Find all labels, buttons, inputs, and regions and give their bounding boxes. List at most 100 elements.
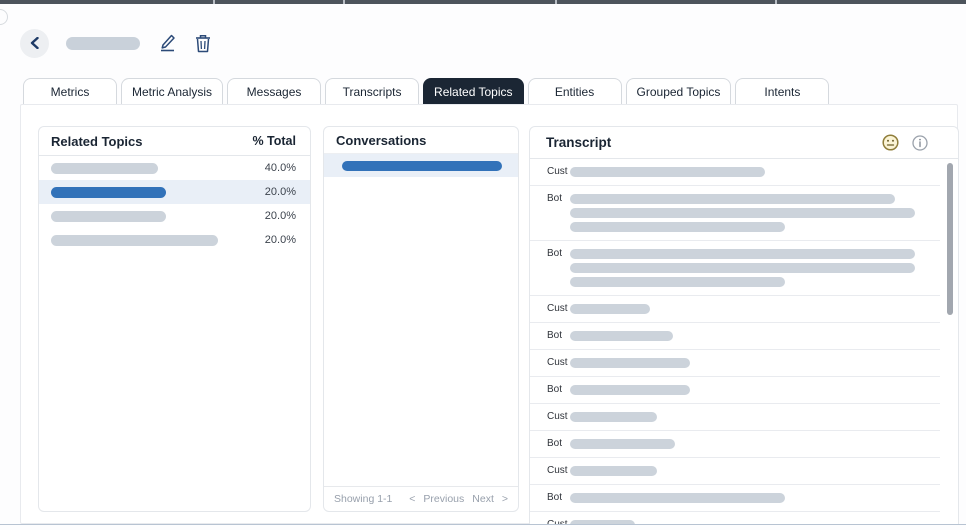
speaker-label: Bot bbox=[547, 384, 563, 395]
transcript-message-row: Cust bbox=[530, 350, 940, 377]
top-edge-divider bbox=[343, 0, 345, 4]
transcript-header: Transcript bbox=[530, 127, 958, 159]
tab-intents[interactable]: Intents bbox=[735, 78, 830, 105]
transcript-rows: Cust Bot Bot Cust Bot Cust Bot Cust Bot Cust Bot Cu… bbox=[530, 159, 958, 524]
top-edge-segment bbox=[557, 0, 775, 4]
transcript-message-row: Cust bbox=[530, 404, 940, 431]
message-lines bbox=[570, 518, 635, 524]
related-topic-row[interactable]: 20.0% bbox=[39, 180, 310, 204]
related-topic-row[interactable]: 20.0% bbox=[39, 204, 310, 228]
transcript-message-row: Bot bbox=[530, 377, 940, 404]
speaker-label: Bot bbox=[547, 492, 563, 503]
message-lines bbox=[570, 383, 690, 397]
topic-percent: 20.0% bbox=[264, 210, 296, 222]
delete-button[interactable] bbox=[194, 33, 212, 53]
conversations-panel: Conversations Showing 1-1 < Previous Nex… bbox=[323, 126, 519, 512]
tab-related-topics[interactable]: Related Topics bbox=[423, 78, 524, 105]
message-lines bbox=[570, 329, 673, 343]
window-bottom-edge bbox=[0, 524, 966, 525]
speaker-label: Cust bbox=[547, 303, 568, 314]
transcript-message-row: Bot bbox=[530, 186, 940, 241]
topic-percent: 20.0% bbox=[264, 186, 296, 198]
message-lines bbox=[570, 437, 675, 451]
transcript-header-icons bbox=[882, 134, 928, 151]
related-topics-panel: Related Topics % Total 40.0% 20.0% 20.0% 20… bbox=[38, 126, 311, 512]
drawer-handle[interactable] bbox=[0, 9, 8, 25]
prev-arrow[interactable]: < bbox=[409, 493, 416, 505]
content-card: Related Topics % Total 40.0% 20.0% 20.0% 20… bbox=[20, 104, 959, 524]
message-line-redacted bbox=[570, 412, 657, 422]
pct-total-header: % Total bbox=[252, 134, 296, 148]
tab-grouped-topics[interactable]: Grouped Topics bbox=[625, 78, 732, 105]
message-line-redacted bbox=[570, 520, 635, 524]
related-topic-row[interactable]: 20.0% bbox=[39, 228, 310, 252]
topic-bar-redacted bbox=[51, 186, 166, 198]
top-edge-divider bbox=[775, 0, 777, 4]
conversations-rows bbox=[324, 154, 518, 177]
transcript-message-row: Cust bbox=[530, 458, 940, 485]
transcript-message-row: Bot bbox=[530, 431, 940, 458]
topic-bar-redacted bbox=[51, 210, 166, 222]
tab-metric-analysis[interactable]: Metric Analysis bbox=[121, 78, 224, 105]
speaker-label: Cust bbox=[547, 357, 568, 368]
transcript-message-row: Cust bbox=[530, 512, 940, 524]
conversation-row[interactable] bbox=[324, 154, 518, 177]
message-line-redacted bbox=[570, 304, 650, 314]
message-line-redacted bbox=[570, 277, 785, 287]
message-lines bbox=[570, 410, 657, 424]
transcript-message-row: Bot bbox=[530, 485, 940, 512]
previous-button[interactable]: Previous bbox=[423, 493, 465, 505]
speaker-label: Bot bbox=[547, 193, 563, 204]
message-line-redacted bbox=[570, 263, 915, 273]
tab-messages[interactable]: Messages bbox=[227, 78, 322, 105]
back-button[interactable] bbox=[20, 28, 49, 58]
transcript-message-row: Bot bbox=[530, 323, 940, 350]
tab-transcripts[interactable]: Transcripts bbox=[325, 78, 420, 105]
message-lines bbox=[570, 302, 650, 316]
conversations-header: Conversations bbox=[324, 127, 518, 154]
info-button[interactable] bbox=[912, 134, 928, 151]
tab-entities[interactable]: Entities bbox=[527, 78, 622, 105]
next-button[interactable]: Next bbox=[472, 493, 494, 505]
transcript-title: Transcript bbox=[546, 135, 612, 150]
window-top-edge bbox=[0, 0, 966, 4]
topic-bar-redacted bbox=[51, 162, 158, 174]
top-edge-segment bbox=[0, 0, 213, 4]
message-line-redacted bbox=[570, 222, 785, 232]
top-edge-segment bbox=[777, 0, 966, 4]
message-lines bbox=[570, 192, 915, 234]
message-line-redacted bbox=[570, 208, 915, 218]
trash-icon bbox=[196, 34, 210, 52]
page-header bbox=[20, 28, 212, 58]
sentiment-button[interactable] bbox=[882, 134, 899, 151]
transcript-message-row: Cust bbox=[530, 296, 940, 323]
message-line-redacted bbox=[570, 358, 690, 368]
speaker-label: Cust bbox=[547, 465, 568, 476]
topic-title-redacted bbox=[66, 36, 140, 50]
message-lines bbox=[570, 464, 657, 478]
related-topics-rows: 40.0% 20.0% 20.0% 20.0% bbox=[39, 156, 310, 252]
transcript-scrollbar[interactable] bbox=[947, 163, 953, 315]
top-edge-segment bbox=[345, 0, 555, 4]
message-line-redacted bbox=[570, 439, 675, 449]
conversations-pagination: Showing 1-1 < Previous Next > bbox=[324, 486, 518, 511]
tab-metrics[interactable]: Metrics bbox=[23, 78, 117, 105]
topic-percent: 40.0% bbox=[264, 162, 296, 174]
pager: < Previous Next > bbox=[409, 493, 508, 505]
message-lines bbox=[570, 247, 915, 289]
topic-percent: 20.0% bbox=[264, 234, 296, 246]
speaker-label: Cust bbox=[547, 166, 568, 177]
related-topics-title: Related Topics bbox=[51, 133, 143, 149]
message-lines bbox=[570, 491, 785, 505]
related-topics-header: Related Topics % Total bbox=[39, 127, 310, 156]
transcript-panel: Transcript bbox=[529, 126, 959, 524]
related-topic-row[interactable]: 40.0% bbox=[39, 156, 310, 180]
message-line-redacted bbox=[570, 167, 765, 177]
tab-bar: Metrics Metric Analysis Messages Transcript… bbox=[23, 78, 833, 105]
edit-button[interactable] bbox=[158, 33, 176, 53]
message-lines bbox=[570, 165, 765, 179]
transcript-message-row: Cust bbox=[530, 159, 940, 186]
speaker-label: Bot bbox=[547, 248, 563, 259]
next-arrow[interactable]: > bbox=[501, 493, 508, 505]
